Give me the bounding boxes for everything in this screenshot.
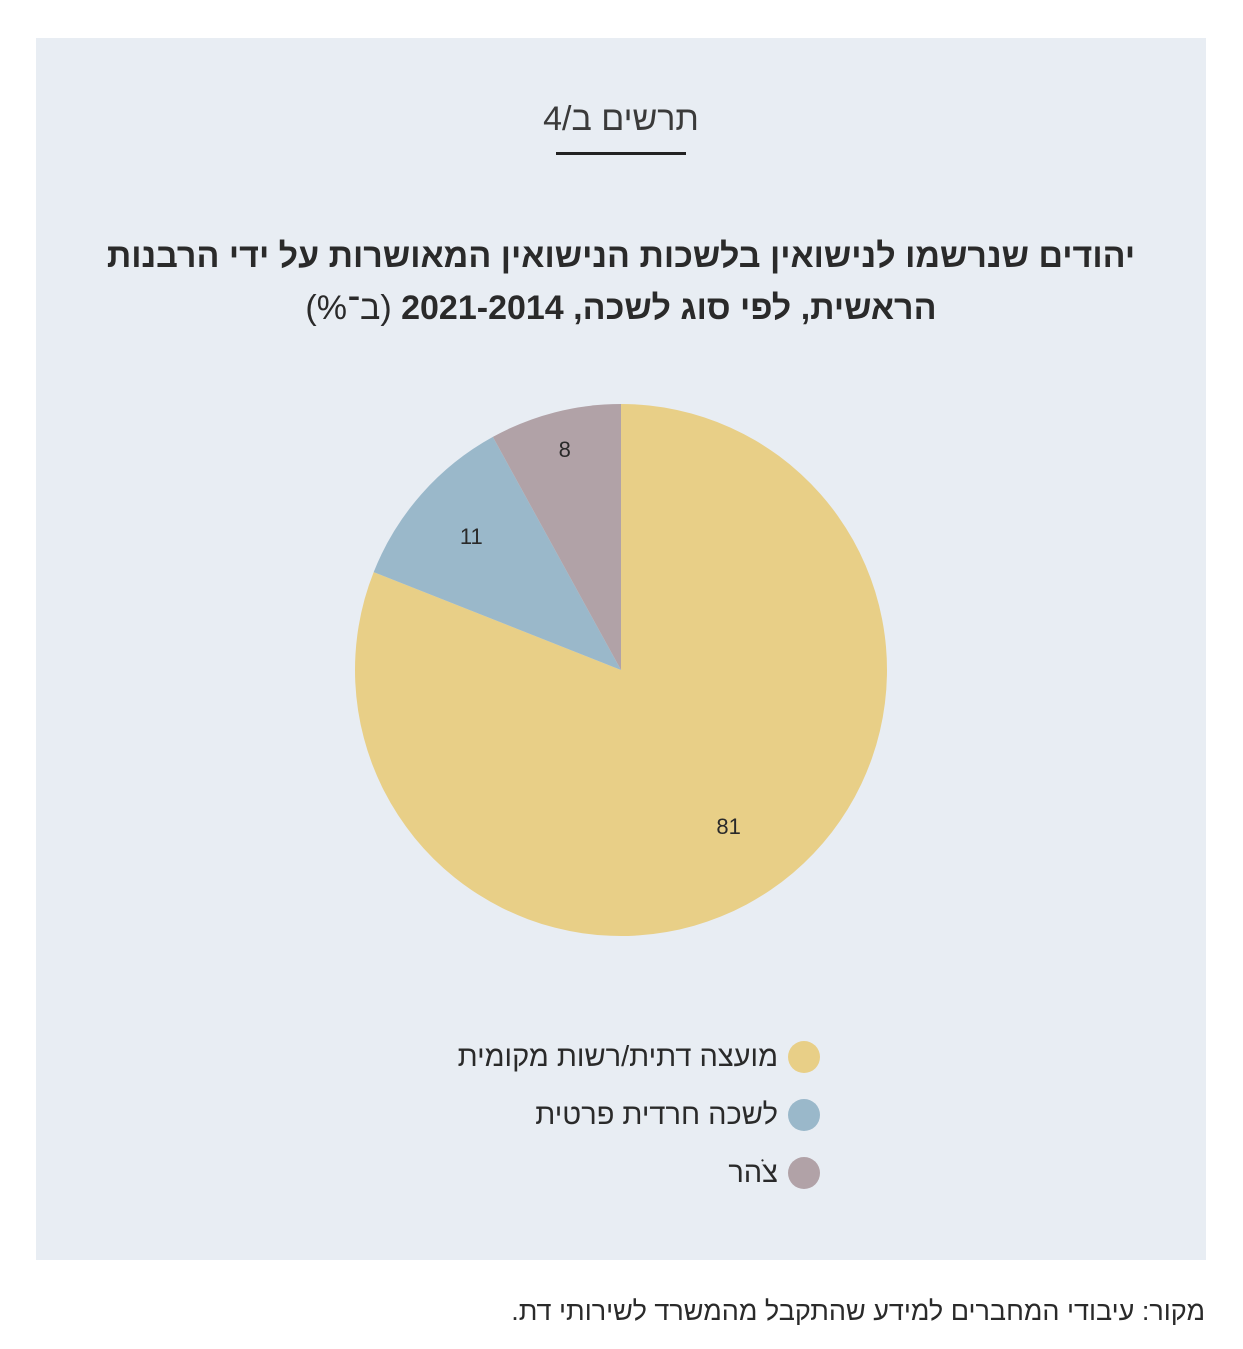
pie-slice-0	[355, 404, 888, 937]
chart-title-text: יהודים שנרשמו לנישואין בלשכות הנישואין ה…	[106, 237, 1136, 327]
chart-panel: תרשים ב/4 יהודים שנרשמו לנישואין בלשכות …	[36, 38, 1206, 1260]
figure-label: תרשים ב/4	[543, 100, 699, 138]
chart-title: יהודים שנרשמו לנישואין בלשכות הנישואין ה…	[96, 230, 1146, 334]
pie-slice-label-1: 11	[460, 524, 483, 549]
pie-slice-2	[492, 404, 621, 670]
legend-item-local-council: מועצה דתית/רשות מקומית	[458, 1028, 820, 1086]
pie-slice-label-2: 8	[559, 437, 571, 462]
legend-swatch-local-council	[788, 1041, 820, 1073]
legend-item-tzohar: צֹהר	[458, 1144, 820, 1202]
legend-swatch-private-haredi	[788, 1099, 820, 1131]
chart-title-unit: (ב־%)	[305, 289, 392, 327]
legend-label-private-haredi: לשכה חרדית פרטית	[535, 1098, 778, 1131]
pie-slice-1	[373, 436, 621, 670]
legend-swatch-tzohar	[788, 1157, 820, 1189]
pie-labels: 81 11 8	[460, 437, 741, 839]
pie-slice-label-0: 81	[716, 814, 740, 839]
legend-item-private-haredi: לשכה חרדית פרטית	[458, 1086, 820, 1144]
legend-label-tzohar: צֹהר	[728, 1156, 778, 1189]
legend-label-local-council: מועצה דתית/רשות מקומית	[457, 1040, 778, 1073]
pie-slices	[355, 404, 888, 937]
legend: מועצה דתית/רשות מקומית לשכה חרדית פרטית …	[458, 1028, 820, 1202]
pie-chart: 81 11 8	[355, 404, 888, 937]
source-note: מקור: עיבודי המחברים למידע שהתקבל מהמשרד…	[511, 1296, 1205, 1326]
title-divider	[556, 152, 686, 155]
